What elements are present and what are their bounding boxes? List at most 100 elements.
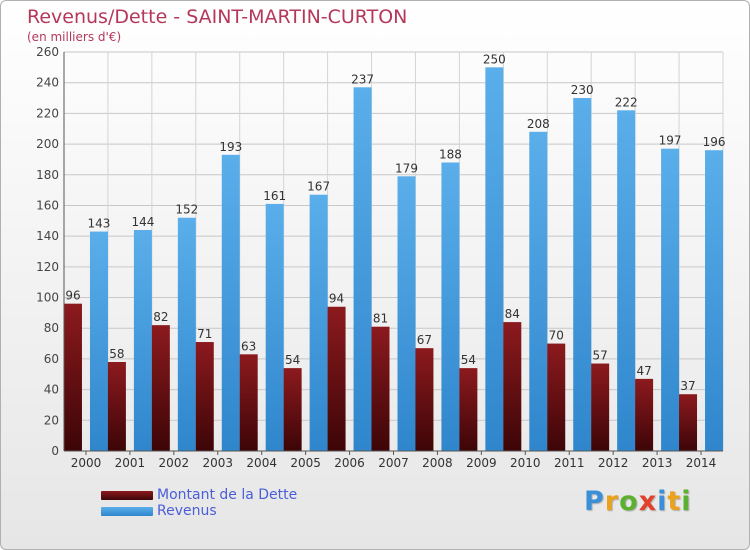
x-tick-label: 2010 [510,456,541,470]
bar-debt [459,368,478,451]
data-label-revenue: 208 [527,117,550,131]
y-tick-label: 100 [36,291,59,305]
y-tick-label: 0 [51,444,59,458]
x-tick-label: 2012 [598,456,629,470]
legend-label-revenue: Revenus [157,503,217,519]
data-label-revenue: 193 [219,140,242,154]
data-label-debt: 47 [636,364,651,378]
chart-subtitle: (en milliers d'€) [27,30,122,44]
data-label-debt: 84 [505,307,520,321]
data-label-revenue: 188 [439,147,462,161]
y-tick-label: 180 [36,168,59,182]
bar-revenue [177,217,196,451]
x-tick-label: 2009 [466,456,497,470]
x-tick-label: 2007 [378,456,409,470]
data-label-revenue: 144 [131,215,154,229]
bar-revenue [617,110,636,452]
logo-letter: i [657,486,668,517]
proxiti-logo: Proxiti [584,486,692,517]
logo-letter: r [604,486,620,517]
data-label-revenue: 167 [307,180,330,194]
data-label-revenue: 196 [703,135,726,149]
data-label-debt: 63 [241,339,256,353]
bar-revenue [485,67,504,451]
bar-revenue [133,230,152,451]
y-tick-label: 200 [36,137,59,151]
data-label-revenue: 250 [483,52,506,66]
x-tick-label: 2001 [115,456,146,470]
x-tick-label: 2006 [334,456,365,470]
legend-swatch-revenue [101,506,153,516]
data-label-debt: 71 [197,327,212,341]
x-tick-label: 2008 [422,456,453,470]
bar-revenue [661,148,680,451]
y-tick-label: 80 [44,321,59,335]
bar-debt [283,368,302,451]
data-label-revenue: 161 [263,189,286,203]
x-tick-label: 2004 [246,456,277,470]
y-tick-label: 120 [36,260,59,274]
bar-debt [151,325,170,451]
legend-item-revenue: Revenus [101,503,297,519]
bar-debt [635,378,654,451]
data-label-revenue: 179 [395,161,418,175]
bar-revenue [309,194,328,451]
bar-revenue [529,131,548,452]
bar-debt [239,354,258,451]
data-label-revenue: 237 [351,72,374,86]
data-label-debt: 54 [461,353,476,367]
data-label-revenue: 222 [615,95,638,109]
legend-label-debt: Montant de la Dette [157,487,298,503]
data-label-debt: 67 [417,333,432,347]
logo-letter: t [667,486,682,517]
legend-swatch-debt [101,490,153,500]
data-label-revenue: 230 [571,83,594,97]
chart-title: Revenus/Dette - SAINT-MARTIN-CURTON [27,6,408,28]
x-tick-label: 2005 [290,456,321,470]
bar-debt [679,394,698,451]
bar-revenue [265,203,284,451]
axis-layer: 0 20 40 60 80 100 120 140 160 180 200 220 240 260 96 14… [36,45,725,470]
x-tick-label: 2014 [686,456,717,470]
bar-debt [63,303,82,451]
x-tick-label: 2013 [642,456,673,470]
logo-letter: P [584,486,605,517]
y-tick-label: 40 [44,383,59,397]
logo-letter: x [638,486,658,517]
data-label-revenue: 143 [88,217,111,231]
x-tick-label: 2011 [554,456,585,470]
data-label-debt: 70 [549,329,564,343]
bar-revenue [353,87,372,452]
data-label-revenue: 197 [659,134,682,148]
bar-debt [503,322,522,451]
bar-debt [415,348,434,451]
logo-letter: i [681,486,692,517]
y-tick-label: 160 [36,198,59,212]
data-label-debt: 57 [593,349,608,363]
y-tick-label: 220 [36,106,59,120]
x-tick-label: 2003 [202,456,233,470]
data-label-debt: 37 [680,379,695,393]
bar-debt [107,361,126,451]
legend: Montant de la Dette Revenus [101,487,297,519]
bars-layer [63,67,724,452]
bar-revenue [441,162,460,451]
bar-revenue [89,231,108,451]
data-label-debt: 96 [65,289,80,303]
data-label-debt: 94 [329,292,344,306]
y-tick-label: 60 [44,352,59,366]
x-tick-label: 2000 [71,456,102,470]
bar-debt [547,343,566,451]
y-tick-label: 140 [36,229,59,243]
bar-debt [195,342,214,451]
data-label-debt: 58 [109,347,124,361]
y-tick-label: 240 [36,76,59,90]
bar-debt [371,326,390,451]
bar-revenue [705,150,724,451]
logo-letter: o [619,486,639,517]
x-tick-label: 2002 [159,456,190,470]
data-label-debt: 82 [153,310,168,324]
data-label-debt: 54 [285,353,300,367]
